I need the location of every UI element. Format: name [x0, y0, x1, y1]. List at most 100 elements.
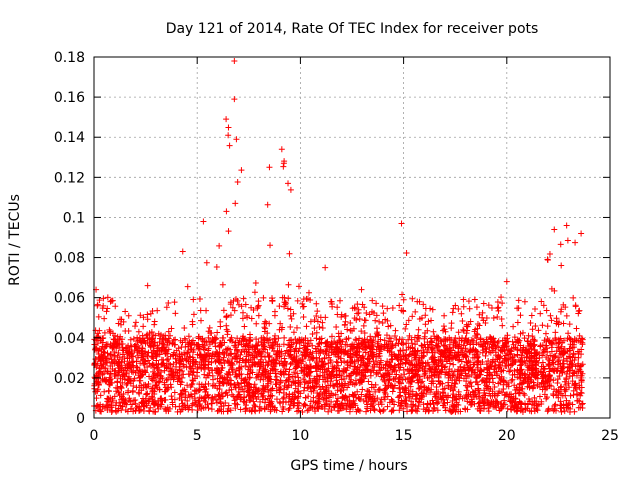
- data-point: [561, 378, 568, 385]
- data-point: [310, 387, 317, 394]
- data-point: [467, 359, 474, 366]
- data-point: [318, 403, 325, 410]
- data-point: [110, 330, 117, 337]
- data-point: [196, 295, 203, 302]
- data-point: [251, 289, 258, 296]
- data-point: [442, 371, 449, 378]
- data-point: [217, 323, 224, 330]
- data-point: [396, 384, 403, 391]
- data-point: [295, 348, 302, 355]
- data-point: [524, 337, 531, 344]
- data-point: [408, 336, 415, 343]
- data-point: [479, 359, 486, 366]
- data-point: [387, 322, 394, 329]
- data-point: [313, 368, 320, 375]
- data-point: [292, 394, 299, 401]
- data-point: [452, 302, 459, 309]
- data-point: [498, 316, 505, 323]
- data-point: [193, 387, 200, 394]
- data-point: [101, 329, 108, 336]
- data-point: [538, 379, 545, 386]
- data-point: [350, 325, 357, 332]
- data-point: [217, 398, 224, 405]
- data-point: [543, 395, 550, 402]
- data-point: [337, 297, 344, 304]
- data-point: [313, 345, 320, 352]
- data-point: [181, 324, 188, 331]
- data-point: [407, 383, 414, 390]
- data-point: [233, 353, 240, 360]
- data-point: [255, 387, 262, 394]
- data-point: [439, 380, 446, 387]
- data-point: [186, 371, 193, 378]
- data-point: [202, 404, 209, 411]
- data-point: [548, 317, 555, 324]
- data-point: [390, 385, 397, 392]
- data-point: [389, 344, 396, 351]
- data-point: [173, 347, 180, 354]
- data-point: [333, 323, 340, 330]
- data-point: [243, 405, 250, 412]
- data-point: [560, 320, 567, 327]
- data-point: [185, 333, 192, 340]
- data-point: [231, 342, 238, 349]
- data-point: [501, 397, 508, 404]
- data-point: [528, 312, 535, 319]
- data-point: [258, 405, 265, 412]
- data-point: [165, 328, 172, 335]
- data-point: [363, 310, 370, 317]
- data-point: [425, 318, 432, 325]
- data-point: [421, 335, 428, 342]
- data-point: [360, 359, 367, 366]
- data-point: [126, 361, 133, 368]
- data-point: [444, 399, 451, 406]
- data-point: [547, 312, 554, 319]
- data-point: [190, 311, 197, 318]
- y-axis-label: ROTI / TECUs: [7, 194, 23, 286]
- data-point: [460, 366, 467, 373]
- data-point: [565, 380, 572, 387]
- data-point: [227, 301, 234, 308]
- data-point: [542, 378, 549, 385]
- data-point: [474, 321, 481, 328]
- data-point: [507, 367, 514, 374]
- data-point: [405, 317, 412, 324]
- data-point: [556, 373, 563, 380]
- data-point: [115, 320, 122, 327]
- data-point: [161, 343, 168, 350]
- data-point: [515, 305, 522, 312]
- data-point: [566, 373, 573, 380]
- data-point: [482, 352, 489, 359]
- data-point: [572, 239, 579, 246]
- data-point: [491, 384, 498, 391]
- data-point: [529, 362, 536, 369]
- data-point: [119, 395, 126, 402]
- data-point: [215, 407, 222, 414]
- data-point: [306, 340, 313, 347]
- data-point: [467, 341, 474, 348]
- data-point: [558, 408, 565, 415]
- data-point: [220, 307, 227, 314]
- x-tick-label: 25: [601, 428, 619, 444]
- data-point: [313, 358, 320, 365]
- data-point: [177, 337, 184, 344]
- data-point: [508, 348, 515, 355]
- data-point: [445, 393, 452, 400]
- data-point: [449, 309, 456, 316]
- data-point: [545, 361, 552, 368]
- data-point: [412, 341, 419, 348]
- data-point: [168, 393, 175, 400]
- data-point: [164, 404, 171, 411]
- data-point: [383, 332, 390, 339]
- data-point: [127, 398, 134, 405]
- data-point: [545, 356, 552, 363]
- data-point: [557, 241, 564, 248]
- data-point: [328, 398, 335, 405]
- data-point: [396, 302, 403, 309]
- data-point: [151, 318, 158, 325]
- data-point: [97, 392, 104, 399]
- data-point: [287, 312, 294, 319]
- data-point: [285, 281, 292, 288]
- data-point: [508, 377, 515, 384]
- data-point: [570, 350, 577, 357]
